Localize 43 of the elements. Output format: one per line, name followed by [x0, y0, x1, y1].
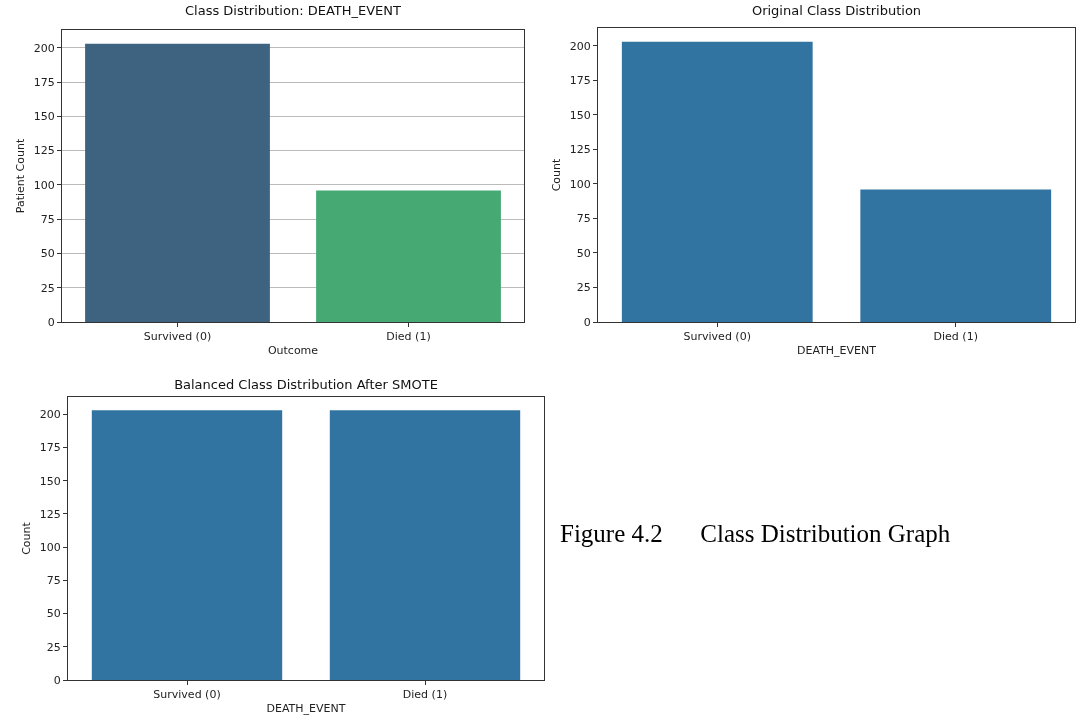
- y-tick-label: 100: [33, 178, 55, 192]
- chart-title: Balanced Class Distribution After SMOTE: [174, 377, 438, 393]
- x-tick-label: Survived (0): [143, 330, 212, 344]
- y-tick-label: 50: [576, 246, 591, 260]
- y-tick-label: 150: [33, 110, 55, 124]
- y-tick-label: 75: [40, 213, 55, 227]
- y-tick-label: 200: [39, 408, 61, 422]
- y-tick-label: 0: [53, 673, 61, 687]
- x-tick-label: Died (1): [402, 688, 448, 702]
- y-tick-label: 75: [46, 574, 61, 588]
- y-axis-title: Count: [550, 157, 564, 192]
- y-tick-label: 25: [40, 281, 55, 295]
- y-tick-label: 175: [39, 441, 61, 455]
- y-tick-label: 25: [46, 640, 61, 654]
- chart-title: Class Distribution: DEATH_EVENT: [185, 2, 402, 18]
- y-tick-label: 0: [583, 315, 591, 329]
- y-tick-label: 50: [46, 607, 61, 621]
- x-axis-title: Outcome: [267, 344, 319, 358]
- x-tick-label: Died (1): [386, 330, 431, 344]
- y-tick-label: 100: [569, 177, 591, 191]
- y-tick-label: 0: [47, 315, 55, 329]
- y-tick-label: 175: [33, 75, 55, 89]
- y-tick-label: 150: [569, 108, 591, 122]
- x-tick-label: Survived (0): [683, 330, 751, 344]
- y-tick-label: 50: [40, 247, 55, 261]
- y-tick-label: 200: [569, 39, 591, 53]
- chart-title: Original Class Distribution: [751, 2, 922, 18]
- x-tick-label: Died (1): [933, 330, 978, 344]
- x-axis-title: DEATH_EVENT: [797, 344, 877, 358]
- y-tick-label: 125: [39, 507, 61, 521]
- y-tick-label: 200: [33, 41, 55, 55]
- caption: Figure 4.2 Class Distribution Graph: [560, 520, 952, 548]
- y-axis-title: Patient Count: [14, 138, 28, 214]
- x-tick-label: Survived (0): [153, 688, 221, 702]
- y-tick-label: 75: [576, 212, 591, 226]
- y-tick-label: 100: [39, 540, 61, 554]
- y-tick-label: 150: [39, 474, 61, 488]
- x-axis-title: DEATH_EVENT: [266, 702, 346, 716]
- y-tick-label: 125: [569, 143, 591, 157]
- y-axis-title: Count: [20, 521, 34, 555]
- y-tick-label: 25: [576, 281, 591, 295]
- y-tick-label: 175: [569, 74, 591, 88]
- y-tick-label: 125: [33, 144, 55, 158]
